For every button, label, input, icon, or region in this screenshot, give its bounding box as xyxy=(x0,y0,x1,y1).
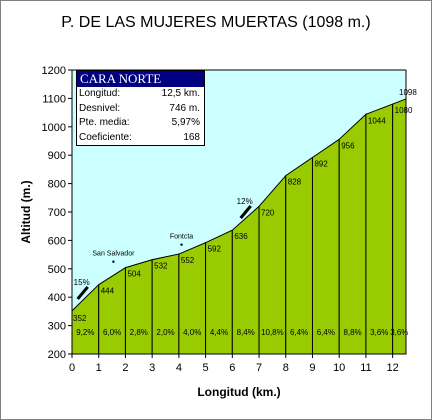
altitude-label: 956 xyxy=(341,141,355,150)
x-tick-label: 6 xyxy=(229,362,235,374)
max-gradient-mark xyxy=(239,205,252,219)
altitude-label: 504 xyxy=(127,270,141,279)
y-tick-label: 200 xyxy=(48,349,66,361)
info-box-header: CARA NORTE xyxy=(77,71,204,87)
altitude-label: 1080 xyxy=(395,106,413,115)
profile-segment xyxy=(365,103,394,355)
segment-gradient-label: 8,4% xyxy=(237,328,255,337)
poi-dot xyxy=(180,243,183,246)
altitude-label: 352 xyxy=(73,314,87,323)
y-tick-label: 300 xyxy=(48,321,66,333)
x-axis-label: Longitud (km.) xyxy=(197,385,280,399)
altitude-label: 532 xyxy=(154,262,168,271)
y-axis-label: Altitud (m.) xyxy=(19,180,33,243)
x-tick-label: 2 xyxy=(122,362,128,374)
x-tick-label: 9 xyxy=(309,362,315,374)
segment-gradient-label: 4,0% xyxy=(183,328,201,337)
y-tick-label: 700 xyxy=(48,207,66,219)
altitude-label: 444 xyxy=(101,287,115,296)
segment-gradient-label: 9,2% xyxy=(76,328,94,337)
segment-gradient-label: 6,4% xyxy=(290,328,308,337)
y-tick-label: 1000 xyxy=(42,122,66,134)
altitude-label: 552 xyxy=(181,256,195,265)
altitude-label: 828 xyxy=(288,178,302,187)
altitude-label: 592 xyxy=(208,245,222,254)
segment-gradient-label: 4,4% xyxy=(210,328,228,337)
y-tick-label: 600 xyxy=(48,235,66,247)
max-gradient-label: 12% xyxy=(237,197,253,206)
y-tick-label: 500 xyxy=(48,264,66,276)
x-tick-label: 12 xyxy=(387,362,399,374)
chart-title: P. DE LAS MUJERES MUERTAS (1098 m.) xyxy=(61,14,370,31)
altitude-label: 1098 xyxy=(399,88,417,97)
info-value: 746 m. xyxy=(169,102,200,114)
info-box: CARA NORTE Longitud: 12,5 km. Desnivel: … xyxy=(76,70,205,146)
altitude-label: 892 xyxy=(314,159,328,168)
segment-gradient-label: 6,4% xyxy=(317,328,335,337)
x-tick-label: 8 xyxy=(283,362,289,374)
x-tick-label: 3 xyxy=(149,362,155,374)
altitude-label: 1044 xyxy=(368,116,386,125)
max-gradient-mark xyxy=(76,285,89,300)
y-tick-label: 1200 xyxy=(42,65,66,77)
y-tick-label: 900 xyxy=(48,150,66,162)
info-row-coefficient: Coeficiente: 168 xyxy=(77,131,204,146)
segment-gradient-label: 2,0% xyxy=(156,328,174,337)
info-value: 12,5 km. xyxy=(161,88,200,99)
profile-segment xyxy=(392,98,407,355)
poi-label: Fontcta xyxy=(170,234,193,241)
segment-gradient-label: 2,8% xyxy=(130,328,148,337)
y-tick-label: 800 xyxy=(48,179,66,191)
info-label: Pte. media: xyxy=(79,117,130,128)
poi-dot xyxy=(112,260,115,263)
x-tick-label: 7 xyxy=(256,362,262,374)
info-value: 168 xyxy=(183,131,200,143)
poi-label: San Salvador xyxy=(92,251,135,258)
info-label: Desnivel: xyxy=(79,102,121,114)
x-tick-label: 5 xyxy=(203,362,209,374)
altitude-label: 636 xyxy=(234,232,248,241)
x-tick-label: 10 xyxy=(333,362,345,374)
segment-gradient-label: 8,8% xyxy=(343,328,361,337)
segment-gradient-label: 6,0% xyxy=(103,328,121,337)
max-gradient-label: 15% xyxy=(74,278,90,287)
info-row-avg-gradient: Pte. media: 5,97% xyxy=(77,116,204,131)
info-row-elevation-gain: Desnivel: 746 m. xyxy=(77,102,204,117)
y-tick-label: 1100 xyxy=(42,93,66,105)
info-value: 5,97% xyxy=(171,117,200,128)
info-row-length: Longitud: 12,5 km. xyxy=(77,87,204,102)
altitude-label: 720 xyxy=(261,208,275,217)
segment-gradient-label: 3,6% xyxy=(390,328,408,337)
x-tick-label: 0 xyxy=(69,362,75,374)
info-label: Coeficiente: xyxy=(79,131,132,143)
segment-gradient-label: 3,6% xyxy=(370,328,388,337)
segment-gradient-label: 10,8% xyxy=(261,328,284,337)
x-tick-label: 1 xyxy=(96,362,102,374)
x-tick-label: 4 xyxy=(176,362,182,374)
info-label: Longitud: xyxy=(79,88,121,99)
x-tick-label: 11 xyxy=(360,362,371,374)
profile-segment xyxy=(285,156,313,355)
profile-segment xyxy=(311,138,340,355)
y-tick-label: 400 xyxy=(48,292,66,304)
